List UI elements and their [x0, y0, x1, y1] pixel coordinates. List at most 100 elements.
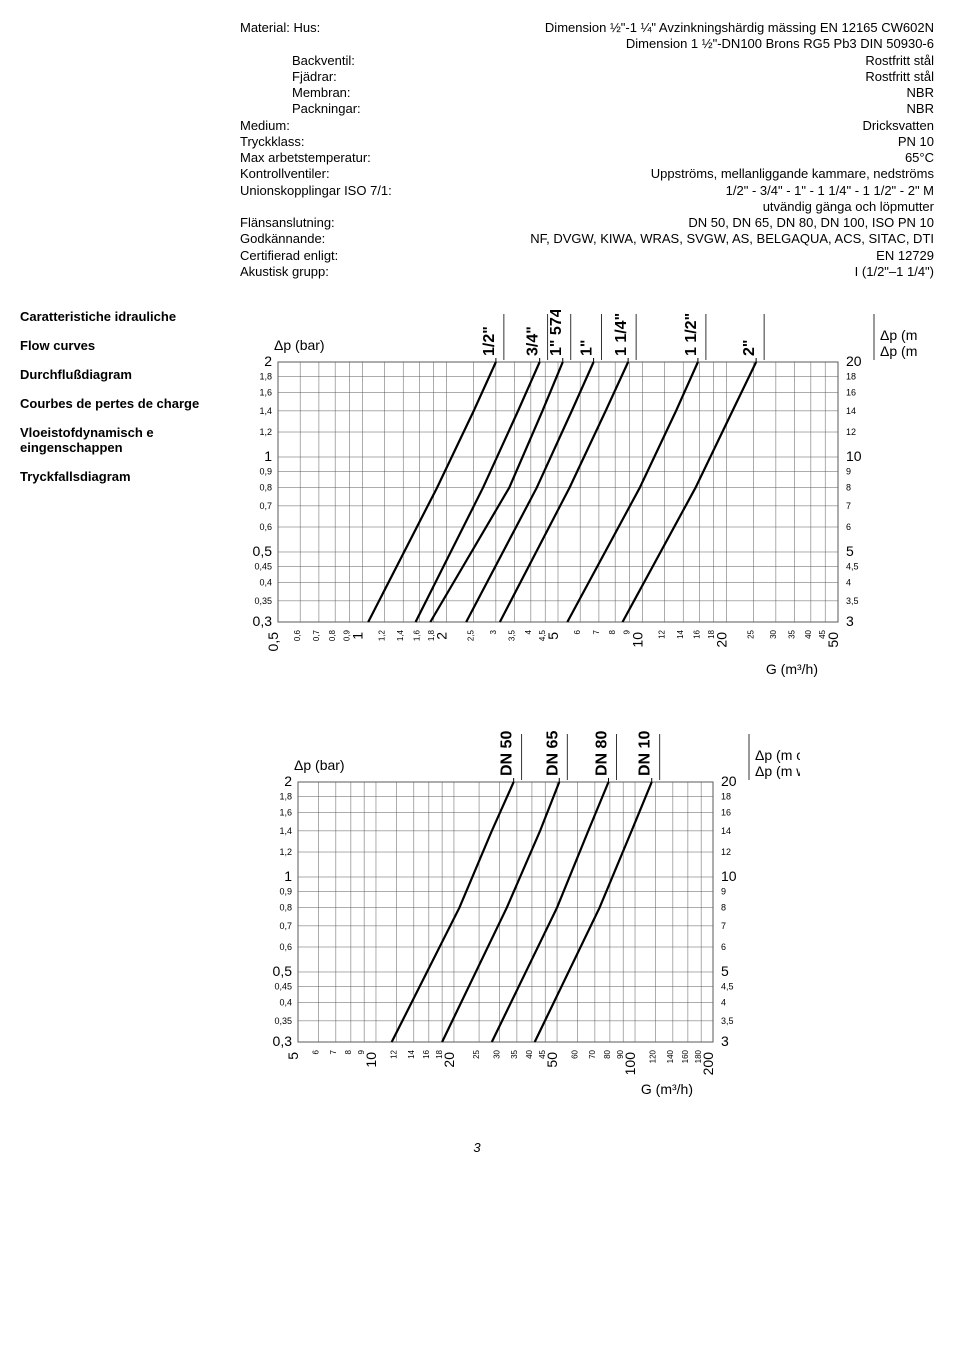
svg-text:3,5: 3,5	[721, 1016, 734, 1026]
side-label: Courbes de pertes de charge	[20, 397, 220, 412]
spec-label: Fjädrar:	[240, 69, 337, 85]
svg-text:4,5: 4,5	[538, 629, 547, 641]
svg-text:8: 8	[344, 1049, 353, 1054]
svg-text:0,7: 0,7	[312, 629, 321, 641]
svg-text:9: 9	[846, 466, 851, 476]
svg-text:18: 18	[721, 791, 731, 801]
chart-section-1: Caratteristiche idraulicheFlow curvesDur…	[20, 310, 934, 690]
svg-text:25: 25	[472, 1049, 481, 1058]
svg-text:50: 50	[825, 632, 841, 648]
svg-text:1 1/2": 1 1/2"	[683, 313, 700, 356]
side-label: Durchflußdiagram	[20, 368, 220, 383]
svg-text:35: 35	[788, 629, 797, 638]
side-labels: Caratteristiche idraulicheFlow curvesDur…	[20, 310, 220, 499]
spec-row: Max arbetstemperatur:65°C	[240, 150, 934, 166]
svg-text:8: 8	[721, 903, 726, 913]
spec-row: Unionskopplingar ISO 7/1:1/2" - 3/4" - 1…	[240, 183, 934, 199]
svg-text:0,9: 0,9	[259, 466, 272, 476]
svg-text:45: 45	[538, 1049, 547, 1058]
svg-text:DN 50: DN 50	[499, 731, 516, 776]
spec-value: NBR	[907, 101, 934, 117]
spec-label: Medium:	[240, 118, 290, 134]
side-label: Flow curves	[20, 339, 220, 354]
svg-text:0,9: 0,9	[342, 629, 351, 641]
svg-text:16: 16	[422, 1049, 431, 1058]
svg-text:0,5: 0,5	[253, 543, 273, 559]
svg-text:3,5: 3,5	[846, 596, 859, 606]
svg-text:20: 20	[714, 632, 730, 648]
svg-text:7: 7	[329, 1049, 338, 1054]
svg-text:3: 3	[846, 613, 854, 629]
svg-text:0,7: 0,7	[279, 921, 292, 931]
svg-text:1,4: 1,4	[259, 406, 272, 416]
svg-text:DN 80: DN 80	[594, 731, 611, 776]
spec-value: DN 50, DN 65, DN 80, DN 100, ISO PN 10	[688, 215, 934, 231]
svg-text:70: 70	[588, 1049, 597, 1058]
svg-text:0,5: 0,5	[273, 963, 293, 979]
spec-value: NF, DVGW, KIWA, WRAS, SVGW, AS, BELGAQUA…	[530, 231, 934, 247]
svg-text:DN 100: DN 100	[637, 730, 654, 776]
spec-label: Packningar:	[240, 101, 361, 117]
svg-text:30: 30	[769, 629, 778, 638]
svg-text:4: 4	[846, 578, 851, 588]
svg-text:45: 45	[818, 629, 827, 638]
svg-text:10: 10	[721, 868, 737, 884]
svg-text:1,2: 1,2	[259, 427, 272, 437]
spec-row: Godkännande: NF, DVGW, KIWA, WRAS, SVGW, …	[240, 231, 934, 247]
spec-label: Material: Hus:	[240, 20, 320, 36]
svg-text:60: 60	[571, 1049, 580, 1058]
svg-text:1,6: 1,6	[259, 388, 272, 398]
spec-value: NBR	[907, 85, 934, 101]
svg-text:8: 8	[608, 629, 617, 634]
svg-text:Δp (m c.a.): Δp (m c.a.)	[755, 747, 800, 763]
svg-text:10: 10	[629, 632, 645, 648]
svg-text:1,6: 1,6	[412, 629, 421, 641]
spec-row: Dimension 1 ½"-DN100 Brons RG5 Pb3 DIN 5…	[240, 36, 934, 52]
svg-text:14: 14	[676, 629, 685, 638]
spec-label: Kontrollventiler:	[240, 166, 330, 182]
spec-row: Packningar: NBR	[240, 101, 934, 117]
svg-text:4,5: 4,5	[721, 981, 734, 991]
svg-text:1 1/4": 1 1/4"	[613, 313, 630, 356]
svg-text:120: 120	[649, 1049, 658, 1063]
svg-text:0,8: 0,8	[328, 629, 337, 641]
svg-text:1,8: 1,8	[279, 791, 292, 801]
spec-row: Kontrollventiler:Uppströms, mellanliggan…	[240, 166, 934, 182]
svg-text:12: 12	[721, 847, 731, 857]
svg-text:14: 14	[407, 1049, 416, 1058]
svg-text:5: 5	[721, 963, 729, 979]
svg-text:DN 65: DN 65	[544, 731, 561, 776]
svg-text:14: 14	[721, 826, 731, 836]
spec-row: Material: Hus:Dimension ½"-1 ¼" Avzinkni…	[240, 20, 934, 36]
spec-value: PN 10	[898, 134, 934, 150]
svg-text:18: 18	[707, 629, 716, 638]
svg-text:8: 8	[846, 483, 851, 493]
svg-text:7: 7	[592, 629, 601, 634]
spec-label: Godkännande:	[240, 231, 325, 247]
svg-text:5: 5	[285, 1052, 301, 1060]
spec-row: Fjädrar:Rostfritt stål	[240, 69, 934, 85]
svg-text:0,7: 0,7	[259, 501, 272, 511]
svg-text:5: 5	[846, 543, 854, 559]
svg-text:30: 30	[493, 1049, 502, 1058]
spec-label: Flänsanslutning:	[240, 215, 335, 231]
spec-label: Membran:	[240, 85, 351, 101]
svg-text:G (m³/h): G (m³/h)	[766, 661, 818, 677]
spec-value: utvändig gänga och löpmutter	[763, 199, 934, 215]
svg-text:160: 160	[681, 1049, 690, 1063]
svg-text:9: 9	[622, 629, 631, 634]
specs-block: Material: Hus:Dimension ½"-1 ¼" Avzinkni…	[240, 20, 934, 280]
svg-text:16: 16	[692, 629, 701, 638]
svg-text:0,4: 0,4	[259, 578, 272, 588]
svg-text:10: 10	[846, 448, 862, 464]
spec-row: Akustisk grupp:I (1/2"–1 1/4")	[240, 264, 934, 280]
svg-text:35: 35	[510, 1049, 519, 1058]
chart-section-2: 0,30,5120,350,40,450,60,70,80,91,21,41,6…	[240, 730, 934, 1110]
spec-value: Dimension 1 ½"-DN100 Brons RG5 Pb3 DIN 5…	[626, 36, 934, 52]
svg-text:G (m³/h): G (m³/h)	[641, 1081, 693, 1097]
svg-text:Δp (m c.a.): Δp (m c.a.)	[880, 327, 920, 343]
spec-row: Backventil:Rostfritt stål	[240, 53, 934, 69]
svg-text:5: 5	[545, 632, 561, 640]
svg-text:80: 80	[603, 1049, 612, 1058]
spec-row: Membran: NBR	[240, 85, 934, 101]
